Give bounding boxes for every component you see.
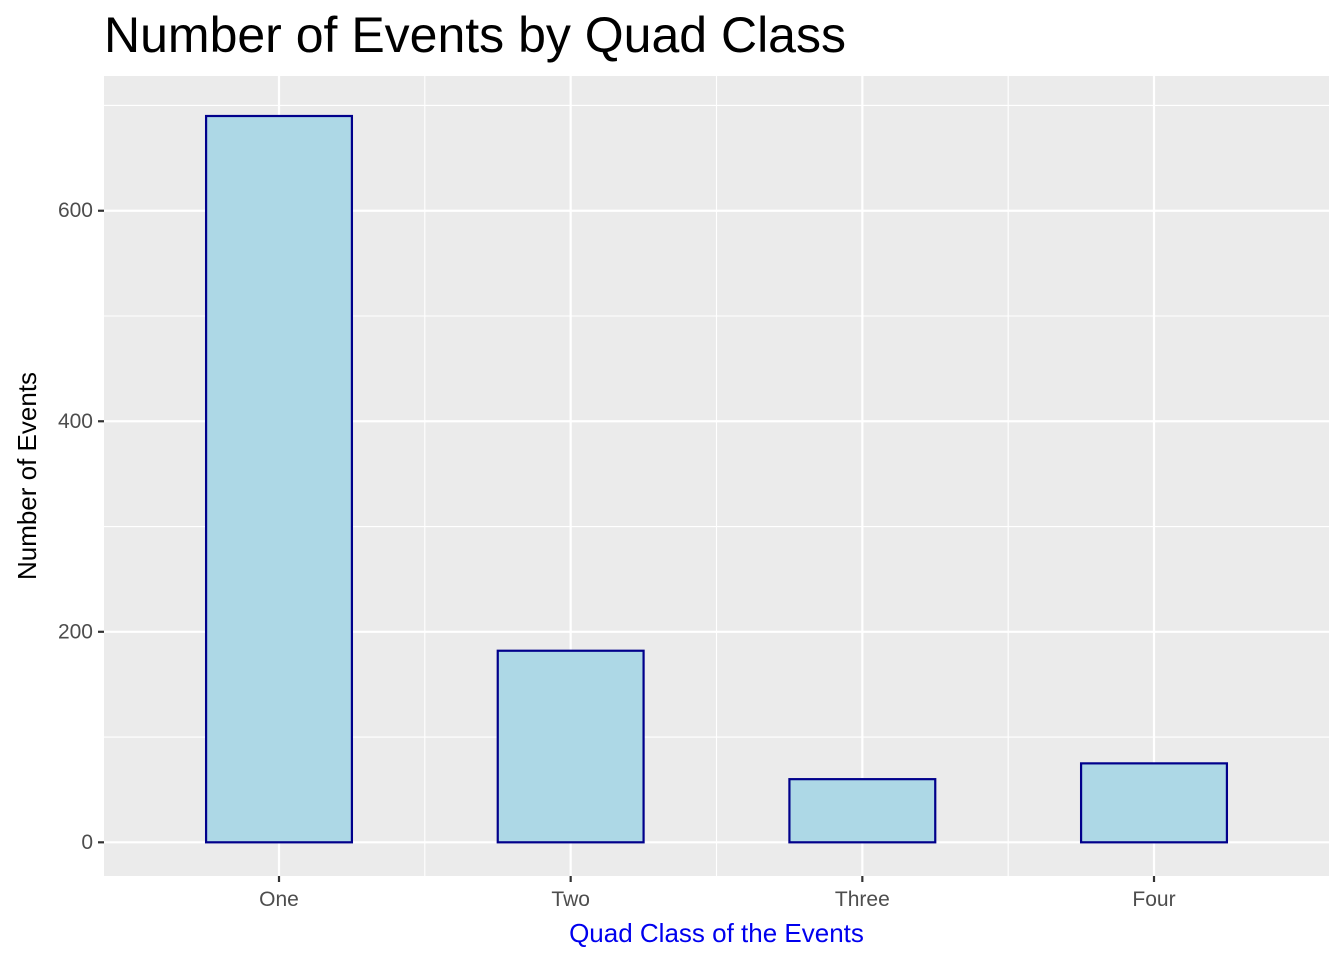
y-tick-label: 0 [81, 831, 93, 854]
x-axis-label: Quad Class of the Events [569, 918, 864, 948]
y-axis-label: Number of Events [12, 372, 42, 580]
y-axis: 0 200 400 600 [58, 199, 104, 854]
x-axis: One Two Three Four [259, 876, 1176, 911]
y-tick-label: 600 [58, 199, 93, 222]
bar-four [1079, 762, 1229, 844]
x-tick-label-two: Two [551, 888, 590, 911]
bar-two [496, 649, 645, 844]
chart-title: Number of Events by Quad Class [104, 7, 846, 63]
y-tick-label: 200 [58, 620, 93, 643]
bar-three [788, 778, 937, 844]
y-tick-label: 400 [58, 410, 93, 433]
bar-one [204, 114, 354, 844]
bars [204, 114, 1229, 844]
x-tick-label-one: One [259, 888, 299, 911]
x-tick-label-four: Four [1132, 888, 1175, 911]
x-tick-label-three: Three [835, 888, 890, 911]
